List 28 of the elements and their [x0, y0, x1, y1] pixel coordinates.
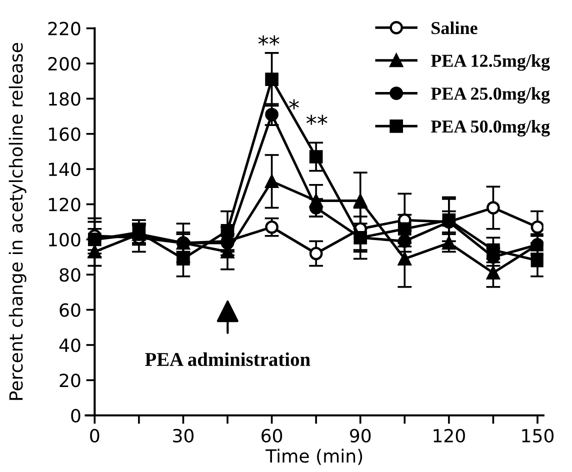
y-tick-label: 220	[48, 22, 80, 36]
y-tick-label: 140	[48, 162, 80, 176]
annotation: PEA administration	[145, 352, 310, 366]
y-tick-label: 80	[60, 268, 80, 282]
y-tick-label: 20	[60, 374, 80, 388]
legend-label: PEA 12.5mg/kg	[430, 54, 550, 71]
y-tick-label: 120	[48, 198, 80, 212]
x-tick-label: 90	[350, 428, 371, 443]
x-tick-label: 120	[434, 428, 465, 443]
annotation: **	[306, 114, 328, 125]
legend-label: Saline	[432, 21, 478, 34]
y-tick-label: 200	[48, 56, 80, 71]
y-tick-label: 40	[59, 338, 80, 352]
annotation: *	[289, 99, 299, 110]
x-tick-label: 60	[262, 428, 282, 443]
y-axis-title: Percent change in acetylcholine release	[8, 43, 26, 400]
y-tick-label: 160	[48, 127, 80, 141]
y-tick-label: 100	[48, 232, 80, 247]
x-tick-label: 0	[90, 428, 100, 443]
y-tick-label: 180	[48, 92, 80, 106]
x-tick-label: 150	[522, 428, 554, 443]
y-tick-label: 60	[60, 303, 80, 317]
legend-label: PEA 50.0mg/kg	[430, 120, 550, 136]
x-tick-label: 30	[173, 428, 194, 443]
annotation: **	[258, 35, 280, 46]
y-tick-label: 0	[71, 408, 80, 422]
legend-label: PEA 25.0mg/kg	[430, 87, 550, 104]
x-axis-title: Time (min)	[266, 448, 362, 465]
